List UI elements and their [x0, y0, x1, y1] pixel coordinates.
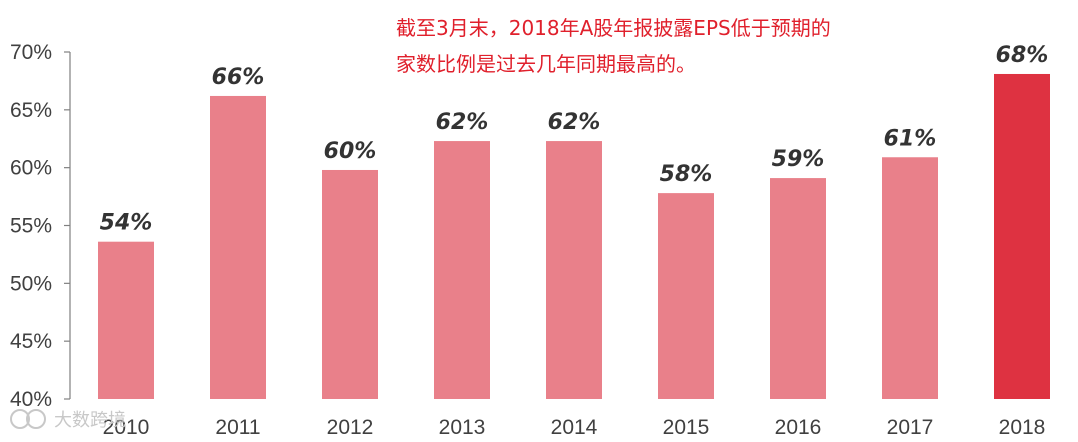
y-tick-label: 50% — [10, 272, 52, 295]
watermark-text: 大数跨境 — [54, 410, 126, 431]
y-tick-label: 55% — [10, 215, 52, 238]
watermark: 大数跨境 — [10, 409, 126, 431]
x-tick-label-2013: 2013 — [439, 416, 486, 439]
annotation-line-2: 家数比例是过去几年同期最高的。 — [396, 52, 696, 76]
watermark-logo-icon — [10, 409, 46, 429]
bar-2013 — [434, 141, 490, 399]
y-axis: 40% 45% 50% 55% 60% 65% 70% — [10, 41, 71, 411]
bar-2018 — [994, 73, 1050, 399]
bar-2010 — [98, 241, 154, 399]
data-label-2012: 60% — [324, 139, 377, 164]
bar-2012 — [322, 169, 378, 399]
data-label-2010: 54% — [100, 211, 153, 236]
data-label-2016: 59% — [772, 147, 825, 172]
bar-2017 — [882, 157, 938, 399]
y-tick-label: 65% — [10, 99, 52, 122]
y-tick-label: 40% — [10, 388, 52, 411]
bar-2015 — [658, 193, 714, 399]
bar-2011 — [210, 95, 266, 399]
x-tick-label-2011: 2011 — [215, 416, 260, 439]
data-label-2015: 58% — [660, 162, 713, 187]
annotation-line-1: 截至3月末，2018年A股年报披露EPS低于预期的 — [396, 16, 831, 40]
data-label-2011: 66% — [212, 65, 265, 90]
x-tick-label-2018: 2018 — [999, 416, 1046, 439]
y-tick-label: 45% — [10, 330, 52, 353]
x-tick-label-2015: 2015 — [663, 416, 710, 439]
x-tick-label-2010: 2010 — [103, 416, 150, 439]
data-label-2018: 68% — [996, 43, 1049, 68]
x-tick-label-2012: 2012 — [327, 416, 374, 439]
x-tick-label-2014: 2014 — [551, 416, 598, 439]
data-label-2013: 62% — [436, 110, 489, 135]
y-tick-label: 60% — [10, 157, 52, 180]
bar-2014 — [546, 141, 602, 399]
data-labels: 54% 66% 60% 62% 62% 58% 59% 61% 68% — [100, 43, 1049, 236]
annotation: 截至3月末，2018年A股年报披露EPS低于预期的 家数比例是过去几年同期最高的… — [396, 16, 831, 76]
y-tick-label: 70% — [10, 41, 52, 64]
x-axis-labels: 2010 2011 2012 2013 2014 2015 2016 2017 2018 — [103, 416, 1046, 439]
x-tick-label-2016: 2016 — [775, 416, 822, 439]
data-label-2014: 62% — [548, 110, 601, 135]
x-tick-label-2017: 2017 — [887, 416, 934, 439]
data-label-2017: 61% — [884, 126, 937, 151]
bar-2016 — [770, 178, 826, 399]
bars — [98, 73, 1050, 399]
